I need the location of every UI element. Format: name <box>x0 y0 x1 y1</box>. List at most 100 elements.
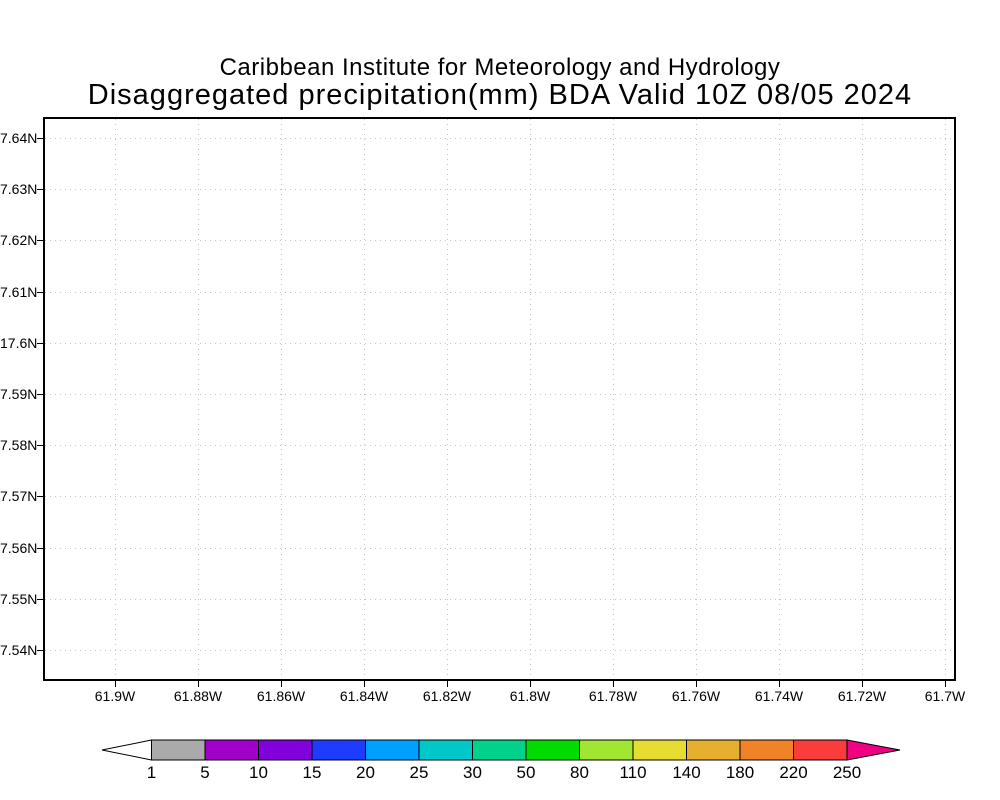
colorbar-segment <box>579 739 634 761</box>
x-axis-tick <box>779 681 780 687</box>
colorbar-boundary-label: 180 <box>725 763 755 782</box>
x-axis-tick <box>115 681 116 687</box>
colorbar-boundary-label: 5 <box>200 763 210 782</box>
lon-gridline <box>779 119 780 679</box>
y-tick-label: 7.61N <box>0 283 38 300</box>
y-axis-tick <box>37 650 43 651</box>
institute-title: Caribbean Institute for Meteorology and … <box>219 54 781 81</box>
lon-gridline <box>530 119 531 679</box>
y-axis-tick <box>37 240 43 242</box>
y-axis-tick <box>37 394 43 395</box>
y-axis-tick <box>37 189 43 191</box>
y-axis-tick <box>37 496 43 498</box>
colorbar-segment <box>793 739 848 761</box>
x-axis-tick <box>862 681 863 687</box>
lat-gridline <box>45 240 954 242</box>
colorbar-segment <box>632 739 687 761</box>
plot-title: Disaggregated precipitation(mm) BDA Vali… <box>87 79 913 111</box>
colorbar-segment <box>472 739 527 761</box>
colorbar-boundary-label: 140 <box>672 763 701 782</box>
colorbar-segment <box>204 739 259 761</box>
lat-gridline <box>45 342 954 344</box>
colorbar-boundary-label: 250 <box>832 763 862 782</box>
lon-gridline <box>945 119 946 679</box>
y-tick-label: 7.64N <box>0 130 38 146</box>
colorbar-boundary-label: 50 <box>516 763 536 782</box>
lat-gridline <box>45 138 954 139</box>
colorbar-boundary-label: 30 <box>463 763 482 782</box>
x-tick-label: 61.76W <box>671 688 721 704</box>
y-axis-tick <box>37 445 43 447</box>
colorbar-segment <box>525 739 580 761</box>
y-tick-label: 7.62N <box>0 232 38 249</box>
x-tick-label: 61.86W <box>256 688 306 704</box>
colorbar-boundary-label: 1 <box>146 763 157 782</box>
lon-gridline <box>281 119 282 679</box>
lon-gridline <box>696 119 697 679</box>
lon-gridline <box>613 119 614 679</box>
colorbar-boundary-label: 10 <box>249 763 268 782</box>
y-tick-label: 7.56N <box>0 539 38 556</box>
map-plot-area <box>43 117 956 681</box>
y-axis-tick <box>37 598 43 600</box>
colorbar-boundary-label: 80 <box>570 763 589 782</box>
y-axis-tick <box>37 547 43 549</box>
x-tick-label: 61.78W <box>588 688 638 704</box>
x-tick-label: 61.7W <box>924 688 966 704</box>
lat-gridline <box>45 291 954 293</box>
x-tick-label: 61.82W <box>422 688 472 704</box>
x-axis-tick <box>281 681 282 687</box>
colorbar <box>101 739 901 761</box>
y-axis-tick <box>37 138 43 139</box>
colorbar-boundary-label: 25 <box>409 763 429 782</box>
colorbar-segment <box>686 739 741 761</box>
lon-gridline <box>364 119 365 679</box>
y-axis-tick <box>37 342 43 344</box>
lon-gridline <box>198 119 199 679</box>
colorbar-boundary-label: 110 <box>619 763 647 782</box>
y-tick-label: 7.63N <box>0 181 38 198</box>
colorbar-left-arrow <box>101 739 152 761</box>
lat-gridline <box>45 189 954 191</box>
colorbar-boundary-label: 20 <box>356 763 375 782</box>
colorbar-segment <box>258 739 313 761</box>
colorbar-segment <box>739 739 794 761</box>
lat-gridline <box>45 598 954 600</box>
y-tick-label: 7.55N <box>0 590 38 607</box>
x-axis-tick <box>696 681 697 687</box>
lat-gridline <box>45 496 954 498</box>
x-tick-label: 61.72W <box>837 688 887 704</box>
lat-gridline <box>45 445 954 447</box>
x-axis-tick <box>613 681 614 687</box>
x-tick-label: 61.74W <box>754 688 804 704</box>
x-axis-tick <box>447 681 448 687</box>
y-tick-label: 7.59N <box>0 386 38 402</box>
lon-gridline <box>115 119 116 679</box>
lat-gridline <box>45 650 954 651</box>
x-tick-label: 61.88W <box>173 688 223 704</box>
x-tick-label: 61.9W <box>94 688 136 704</box>
x-tick-label: 61.84W <box>339 688 389 704</box>
y-tick-label: 7.58N <box>0 437 38 454</box>
lon-gridline <box>862 119 863 679</box>
colorbar-segment <box>418 739 473 761</box>
colorbar-boundary-label: 220 <box>779 763 808 782</box>
lat-gridline <box>45 547 954 549</box>
x-tick-label: 61.8W <box>509 688 551 704</box>
colorbar-segment <box>365 739 420 761</box>
y-tick-label: 7.57N <box>0 488 38 505</box>
x-axis-tick <box>945 681 946 687</box>
lon-gridline <box>447 119 448 679</box>
x-axis-tick <box>530 681 531 687</box>
colorbar-right-arrow <box>846 739 901 761</box>
y-axis-tick <box>37 291 43 293</box>
colorbar-segment <box>311 739 366 761</box>
y-tick-label: 17.6N <box>0 334 38 351</box>
x-axis-tick <box>198 681 199 687</box>
y-tick-label: 7.54N <box>0 642 38 658</box>
lat-gridline <box>45 394 954 395</box>
colorbar-boundary-label: 15 <box>302 763 322 782</box>
colorbar-segment <box>151 739 206 761</box>
x-axis-tick <box>364 681 365 687</box>
